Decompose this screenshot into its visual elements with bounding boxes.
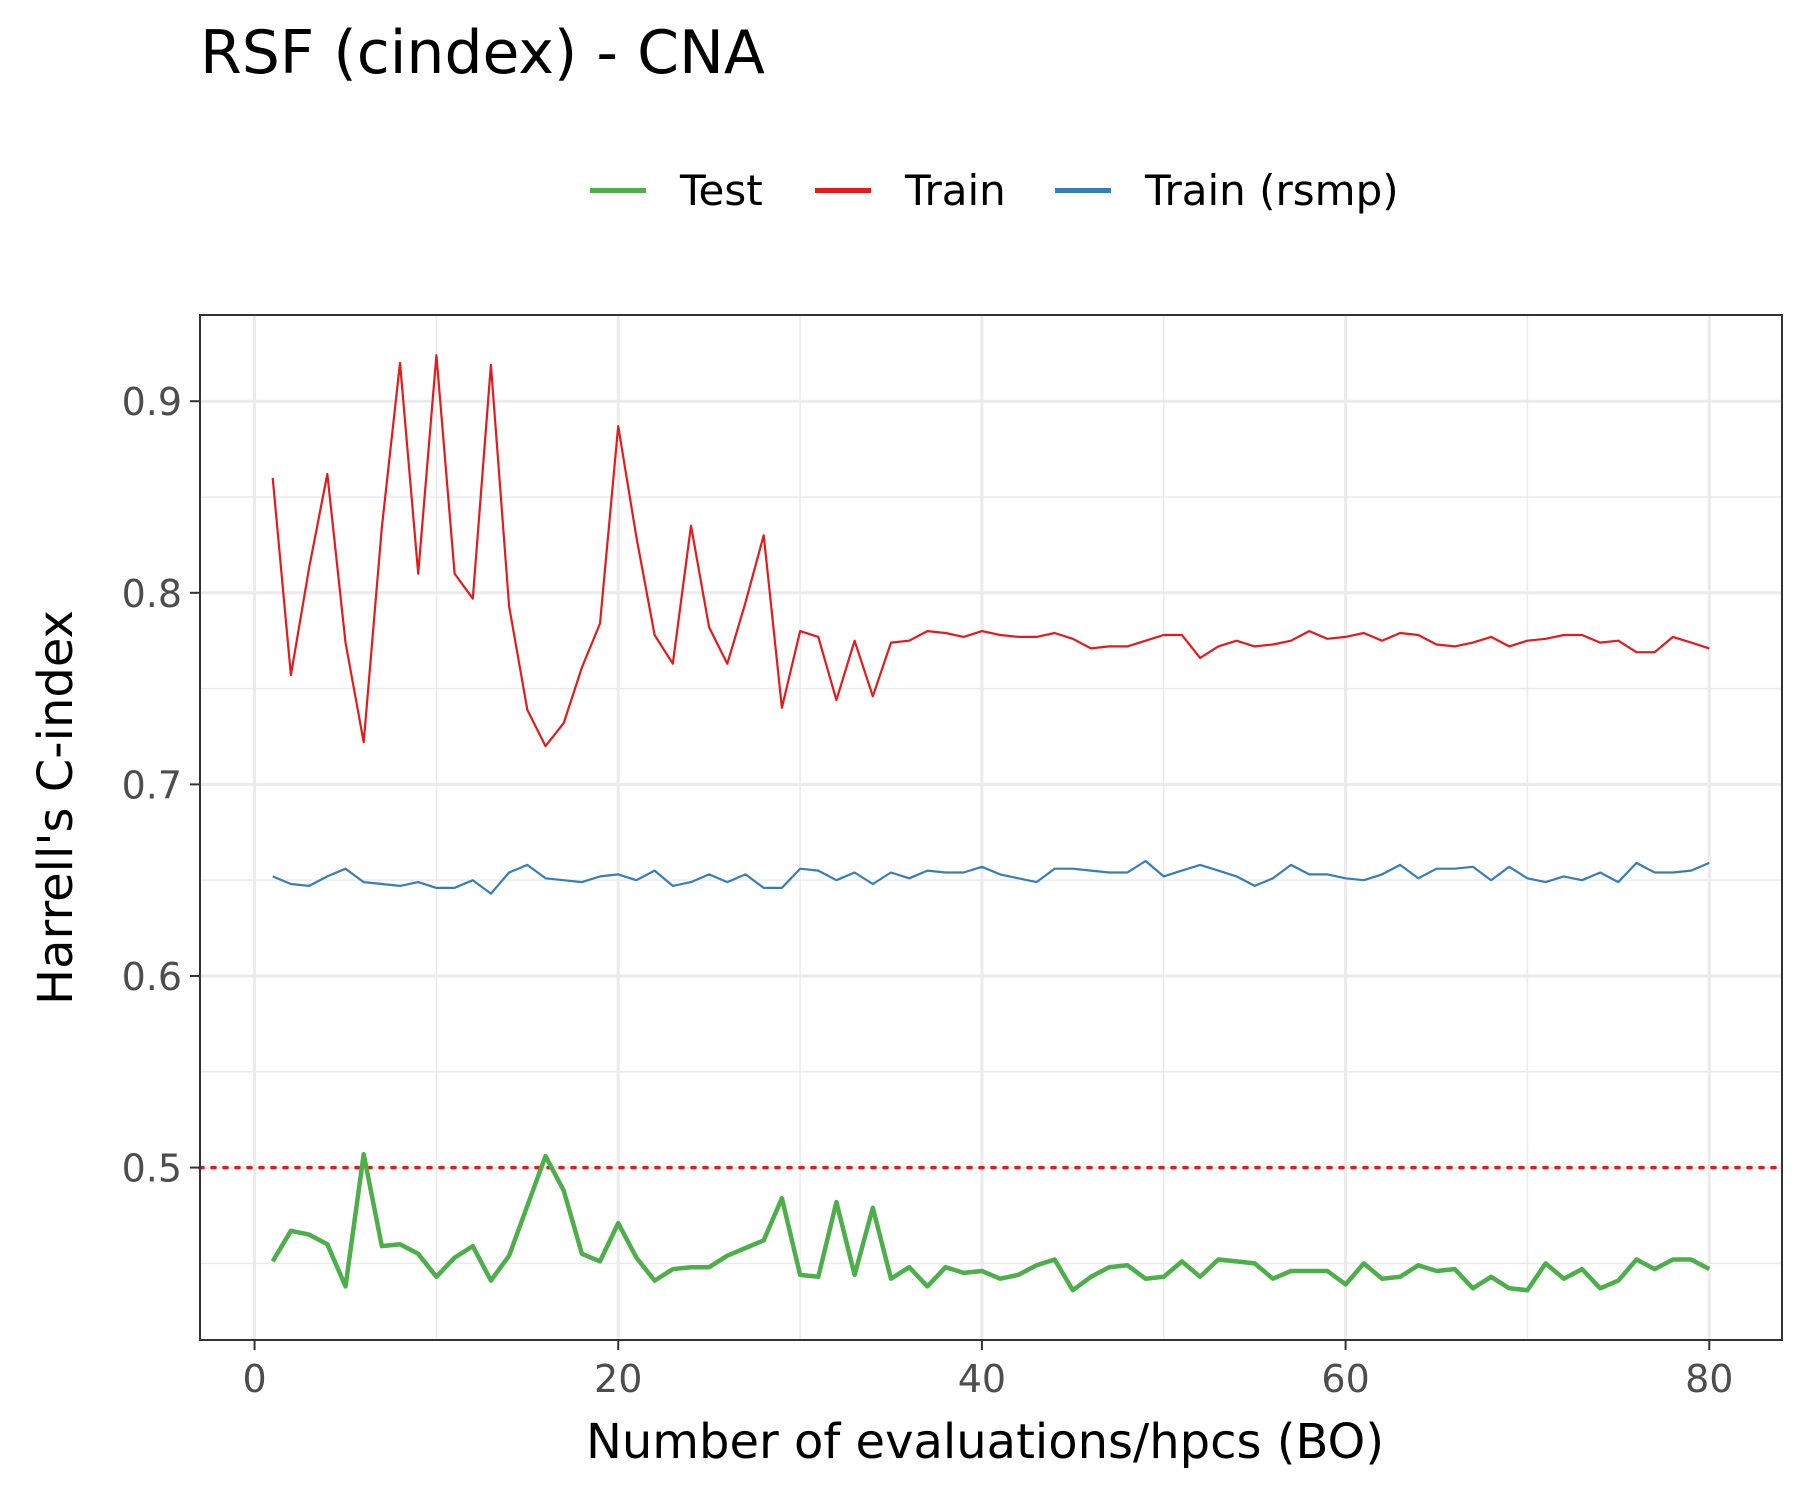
legend-key-test: [590, 187, 646, 193]
series-lines: [270, 354, 1711, 1293]
grid: [200, 315, 1782, 1340]
legend: Test Train Train (rsmp): [0, 160, 1800, 220]
y-tick-label: 0.8: [122, 572, 182, 616]
y-axis-label: Harrell's C-index: [28, 610, 84, 1005]
axes: 0 20 40 60 80 0.5 0.6 0.7 0.8 0.9: [122, 380, 1734, 1401]
legend-label-test: Test: [680, 165, 763, 215]
series-line-train: [271, 354, 1710, 748]
series-line-test: [270, 1151, 1711, 1293]
y-tick-label: 0.7: [122, 763, 182, 807]
x-tick-label: 60: [1321, 1357, 1369, 1401]
plot-panel-border: [199, 314, 1783, 1341]
x-tick-label: 40: [958, 1357, 1006, 1401]
series-line-train-rsmp: [272, 859, 1710, 895]
legend-label-train: Train: [905, 165, 1006, 215]
x-tick-label: 20: [594, 1357, 642, 1401]
chart-title: RSF (cindex) - CNA: [200, 18, 765, 88]
legend-item-train: Train: [815, 160, 1006, 220]
x-tick-label: 0: [242, 1357, 266, 1401]
y-tick-label: 0.5: [122, 1147, 182, 1191]
x-axis-label: Number of evaluations/hpcs (BO): [586, 1414, 1384, 1470]
x-tick-label: 80: [1685, 1357, 1733, 1401]
y-tick-label: 0.6: [122, 955, 182, 999]
legend-label-train-rsmp: Train (rsmp): [1145, 165, 1399, 215]
legend-key-train-rsmp: [1055, 187, 1111, 193]
legend-item-train-rsmp: Train (rsmp): [1055, 160, 1399, 220]
y-tick-label: 0.9: [122, 380, 182, 424]
legend-item-test: Test: [590, 160, 763, 220]
legend-key-train: [815, 187, 871, 193]
